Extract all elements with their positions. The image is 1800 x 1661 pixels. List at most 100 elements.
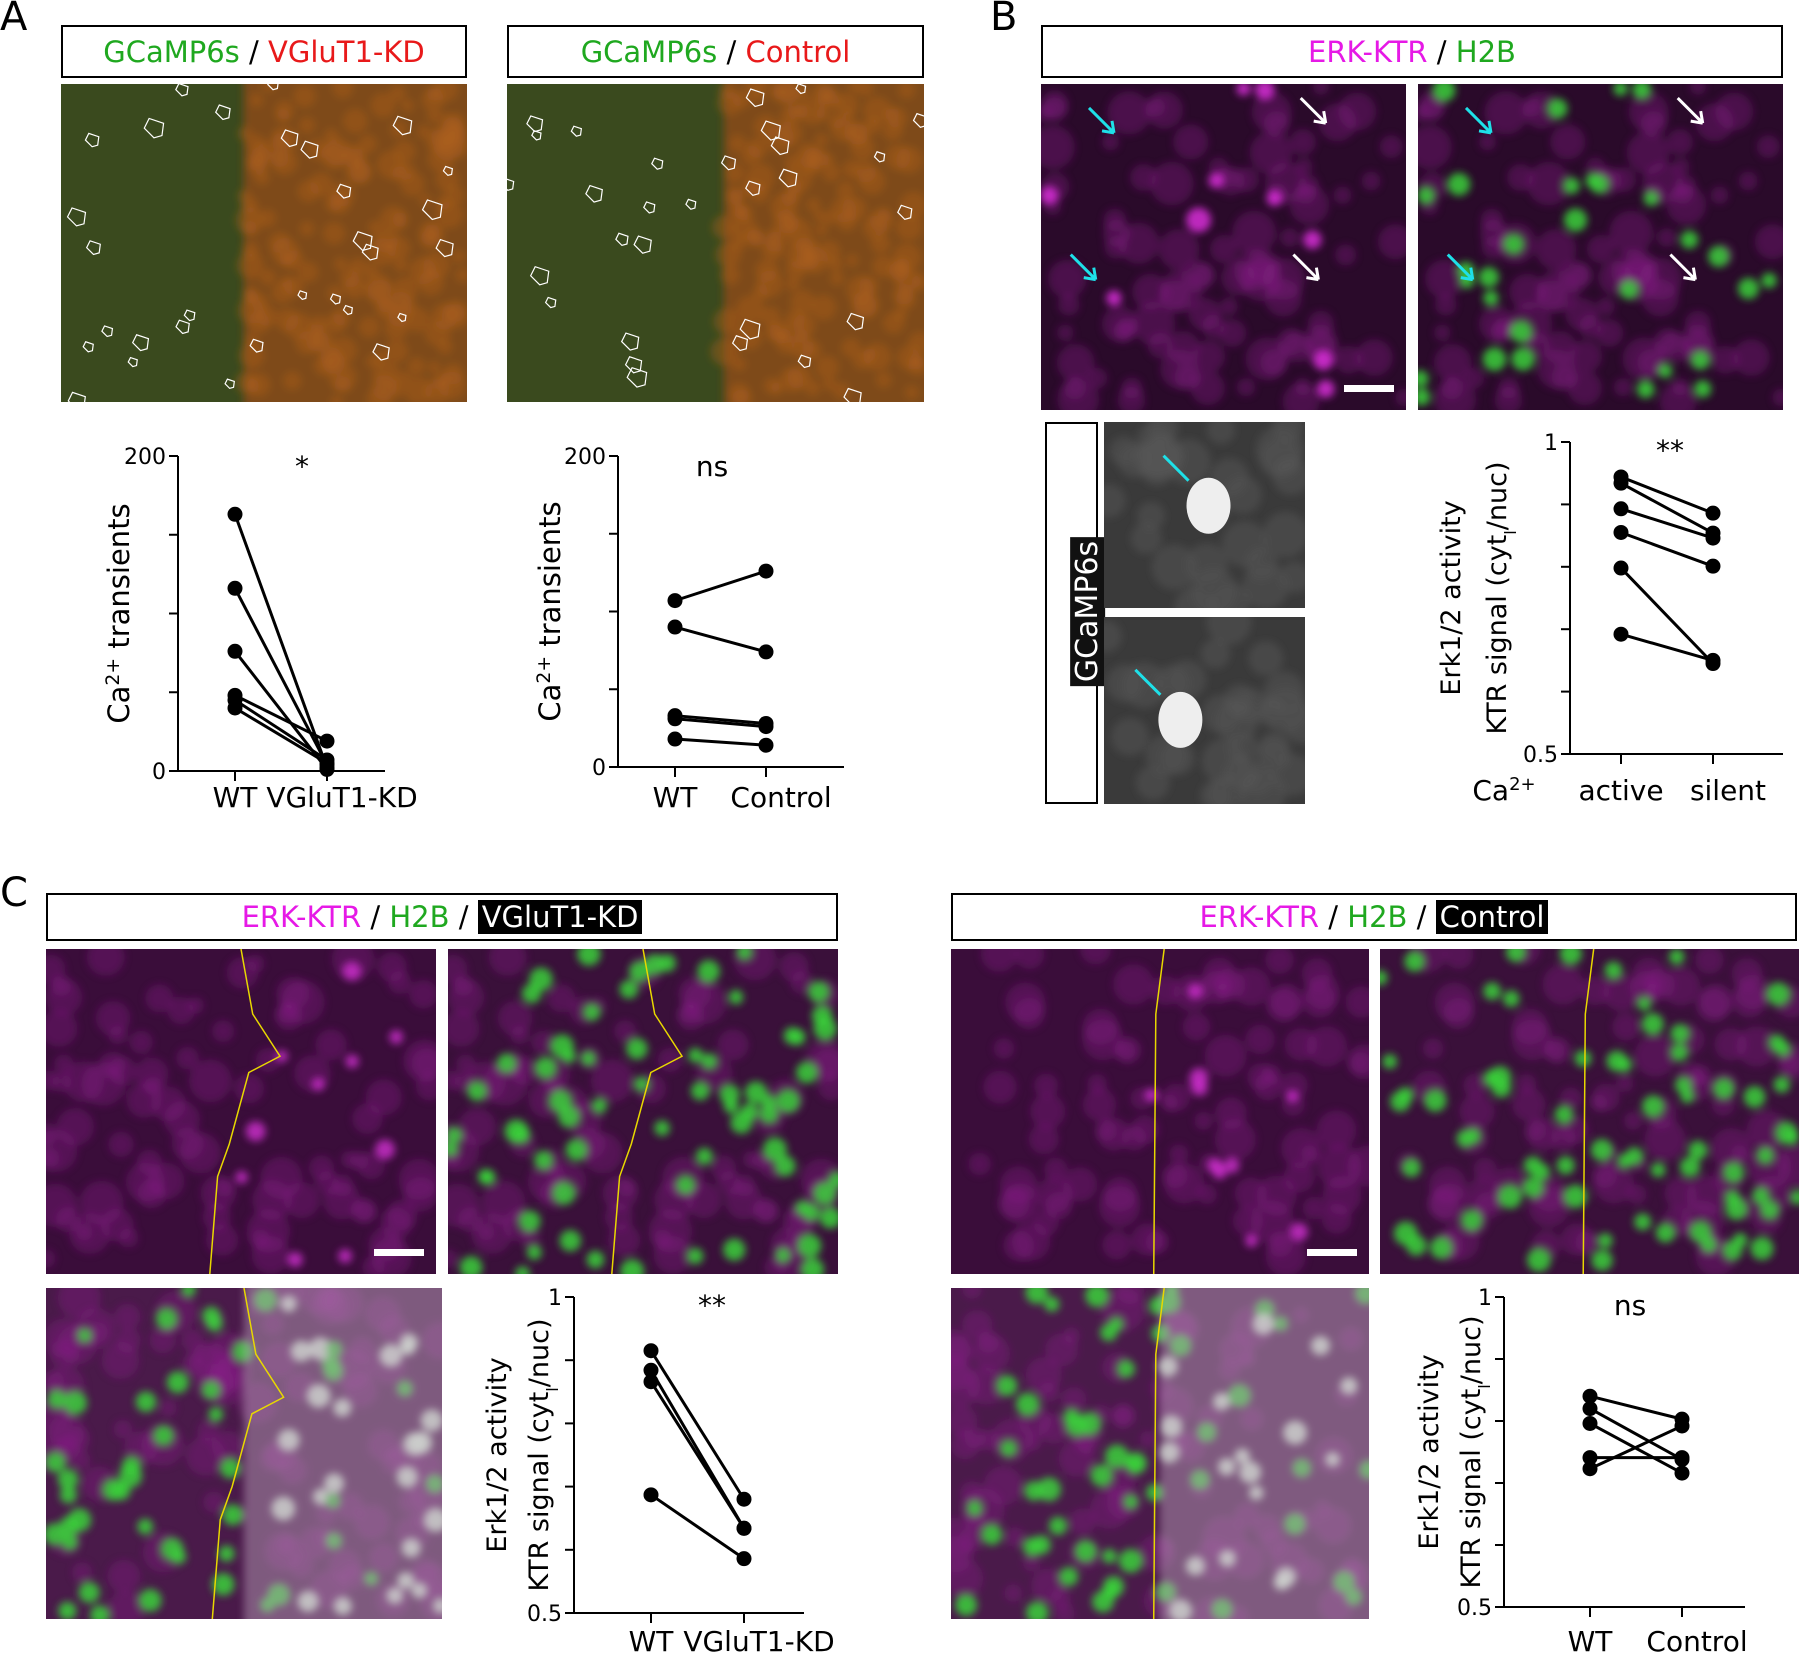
microscopy-image-gcamp-1: [1104, 422, 1305, 608]
header-part: /: [717, 34, 746, 69]
data-point: [1705, 652, 1721, 668]
axis-lines: [573, 1297, 804, 1614]
y-tick-label: 200: [564, 445, 606, 470]
header-part: ERK-KTR: [1308, 34, 1428, 69]
chart-ca-transients-vglut1kd: 0 200 WT VGluT1-KD * Ca2+ transients: [102, 445, 418, 814]
data-point: [1674, 1418, 1690, 1434]
data-point: [319, 733, 335, 749]
x-tick-label: VGluT1-KD: [683, 1625, 834, 1658]
data-point: [1613, 501, 1629, 517]
header-erk-ktr-h2b: ERK-KTR / H2B: [1041, 25, 1783, 78]
pair-line: [674, 714, 767, 725]
header-gcamp-control: GCaMP6s / Control: [507, 25, 924, 78]
data-point: [736, 1491, 752, 1507]
data-point: [1705, 530, 1721, 546]
x-tick-label: Control: [1646, 1625, 1747, 1658]
pair-line: [649, 1349, 746, 1501]
panel-label-c: C: [0, 870, 28, 916]
y-axis-label: Erk1/2 activity: [1414, 1354, 1445, 1549]
arrow-icon: [1669, 253, 1697, 282]
axis-lines: [1569, 442, 1783, 755]
panel-label-a: A: [0, 0, 28, 40]
pair-line: [1620, 507, 1714, 540]
x-tick-label: WT: [629, 1625, 675, 1658]
arrow-icon: [1446, 253, 1475, 282]
microscopy-image-gcamp-vglut1kd: [61, 84, 467, 402]
pair-line: [234, 694, 328, 743]
data-point: [1705, 558, 1721, 574]
header-part: /: [239, 34, 269, 69]
header-part: /: [361, 900, 390, 934]
data-point: [758, 644, 774, 660]
significance-label: **: [1656, 434, 1684, 467]
data-point: [1674, 1450, 1690, 1466]
header-part: ERK-KTR: [1199, 900, 1320, 934]
arrow-icon: [1299, 97, 1328, 125]
pair-line: [234, 706, 328, 765]
pair-line: [1589, 1424, 1683, 1471]
data-point: [1582, 1415, 1598, 1431]
data-point: [758, 563, 774, 579]
pair-line: [1620, 531, 1714, 568]
header-part: VGluT1-KD: [268, 34, 425, 69]
y-axis-label: KTR signal (cytl/nuc): [1482, 461, 1520, 734]
arrow-icon: [1464, 106, 1493, 135]
data-point: [227, 643, 243, 659]
data-point: [227, 700, 243, 716]
y-tick-label: 0.5: [1457, 1596, 1492, 1621]
y-axis-label: KTR signal (cytl/nuc): [524, 1318, 562, 1591]
data-point: [227, 580, 243, 596]
y-tick-label: 0: [592, 756, 606, 781]
microscopy-image-erk-vglut1kd: [46, 949, 436, 1274]
header-part: /: [449, 900, 478, 934]
microscopy-image-erk-control: [951, 949, 1369, 1274]
pair-line: [1620, 475, 1714, 515]
chart-ktr-vglut1kd: 0.5 1 WT VGluT1-KD ** Erk1/2 activity KTR sign…: [482, 1286, 835, 1658]
y-axis-label: Erk1/2 activity: [1436, 500, 1467, 695]
pair-line: [233, 587, 329, 766]
chart-ca-transients-control: 0 200 WT Control ns Ca2+ transients: [533, 445, 844, 814]
data-point: [643, 1487, 659, 1503]
header-part: GCaMP6s: [103, 34, 240, 69]
y-tick-label: 1: [548, 1286, 562, 1311]
data-point: [758, 737, 774, 753]
y-tick-label: 1: [1478, 1286, 1492, 1311]
data-point: [643, 1362, 659, 1378]
header-part: H2B: [1347, 900, 1408, 934]
pair-line: [1620, 632, 1714, 662]
arrow-icon: [1069, 253, 1098, 282]
header-part: Control: [745, 34, 851, 69]
y-tick-label: 0.5: [1523, 743, 1558, 768]
pair-line: [674, 625, 767, 654]
microscopy-image-gcamp-control: [507, 84, 924, 402]
y-tick-label: 0: [152, 760, 166, 785]
pair-line: [1589, 1394, 1683, 1421]
cyan-arrow-icon: [1134, 668, 1162, 696]
header-part: ERK-KTR: [241, 900, 362, 934]
x-tick-label: WT: [653, 781, 699, 814]
scale-bar: [1307, 1249, 1357, 1256]
significance-label: *: [295, 450, 309, 483]
header-part: H2B: [1455, 34, 1516, 69]
y-tick-label: 200: [124, 445, 166, 470]
pair-line: [649, 1380, 746, 1530]
data-point: [1613, 626, 1629, 642]
header-part: /: [1407, 900, 1436, 934]
x-tick-label: active: [1578, 774, 1663, 807]
x-tick-label: Control: [730, 781, 831, 814]
scale-bar: [374, 1249, 424, 1256]
microscopy-image-merge-vglut1kd: [46, 1288, 442, 1619]
data-point: [736, 1551, 752, 1567]
microscopy-image-gcamp-2: [1104, 617, 1305, 804]
gcamp-inset-frame: GCaMP6s: [1045, 422, 1106, 804]
y-axis-label: Ca2+ transients: [102, 503, 136, 723]
data-point: [1674, 1465, 1690, 1481]
data-point: [667, 619, 683, 635]
data-point: [1613, 560, 1629, 576]
arrow-icon: [1676, 97, 1705, 125]
data-point: [1582, 1388, 1598, 1404]
microscopy-image-erk-h2b-vglut1kd: [448, 949, 838, 1274]
header-erk-h2b-control: ERK-KTR / H2B / Control: [951, 893, 1797, 941]
x-tick-label: WT: [213, 781, 259, 814]
data-point: [1582, 1401, 1598, 1417]
